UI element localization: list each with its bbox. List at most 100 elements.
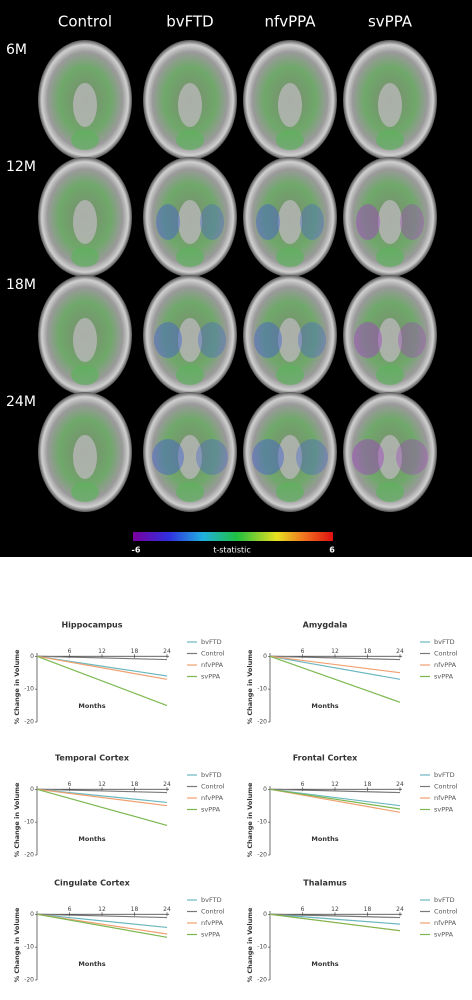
y-axis-label: % Change in Volume: [13, 649, 21, 724]
x-tick-label: 6: [301, 906, 305, 913]
y-axis-label: % Change in Volume: [246, 907, 254, 982]
series-line: [269, 655, 401, 703]
x-tick-label: 24: [163, 906, 171, 913]
series-line: [269, 913, 401, 925]
colorbar-min: -6: [132, 546, 141, 555]
y-axis-label: % Change in Volume: [246, 782, 254, 857]
legend-label: nfvPPA: [201, 661, 224, 669]
legend-label: Control: [201, 908, 225, 916]
legend-label: svPPA: [434, 931, 454, 939]
legend-label: nfvPPA: [434, 661, 457, 669]
series-line: [269, 788, 401, 794]
y-axis-label: % Change in Volume: [246, 649, 254, 724]
chart-title: Thalamus: [303, 879, 347, 888]
series-line: [36, 788, 168, 794]
ventricle: [178, 318, 202, 362]
row-label: 24M: [6, 394, 36, 410]
effect-right: [196, 439, 228, 475]
legend-label: bvFTD: [434, 896, 455, 904]
cerebellum: [71, 130, 99, 150]
cerebellum: [176, 130, 204, 150]
column-header: nfvPPA: [264, 13, 316, 31]
effect-left: [254, 322, 282, 358]
effect-left: [256, 204, 280, 240]
cerebellum: [276, 365, 304, 385]
legend-label: svPPA: [201, 806, 221, 814]
effect-left: [154, 322, 182, 358]
series-line: [36, 913, 168, 938]
x-tick-label: 18: [364, 648, 372, 655]
brain-grid: [38, 40, 437, 512]
row-label: 12M: [6, 159, 36, 175]
legend-label: nfvPPA: [434, 919, 457, 927]
series-line: [36, 913, 168, 929]
x-tick-label: 24: [396, 781, 404, 788]
y-tick-label: -20: [24, 852, 34, 859]
y-tick-label: -10: [24, 944, 34, 951]
chart-title: Hippocampus: [61, 621, 122, 630]
y-tick-label: -10: [257, 686, 267, 693]
y-axis-label: % Change in Volume: [13, 782, 21, 857]
x-tick-label: 18: [364, 781, 372, 788]
y-tick-label: 0: [30, 653, 34, 660]
chart-title: Amygdala: [303, 621, 348, 630]
ventricle: [278, 200, 302, 244]
x-axis-label: Months: [311, 702, 338, 710]
x-tick-label: 12: [98, 906, 106, 913]
cerebellum: [71, 247, 99, 267]
y-tick-label: -20: [257, 719, 267, 726]
x-tick-label: 18: [131, 648, 139, 655]
effect-left: [152, 439, 184, 475]
cerebellum: [176, 482, 204, 502]
y-tick-label: -10: [24, 819, 34, 826]
effect-left: [354, 322, 382, 358]
x-tick-label: 12: [98, 781, 106, 788]
legend-label: Control: [201, 783, 225, 791]
cerebellum: [376, 247, 404, 267]
legend-label: bvFTD: [201, 771, 222, 779]
legend-label: nfvPPA: [434, 794, 457, 802]
y-tick-label: -20: [24, 977, 34, 984]
y-tick-label: 0: [30, 786, 34, 793]
effect-right: [396, 439, 428, 475]
series-line: [269, 913, 401, 932]
series-line: [36, 655, 168, 661]
series-line: [36, 655, 168, 707]
y-tick-label: -10: [257, 944, 267, 951]
x-tick-label: 6: [301, 648, 305, 655]
ventricle: [378, 83, 402, 127]
column-header: bvFTD: [166, 13, 213, 31]
y-tick-label: 0: [30, 911, 34, 918]
x-axis-label: Months: [78, 835, 105, 843]
cerebellum: [376, 482, 404, 502]
ventricle: [73, 83, 97, 127]
y-tick-label: -10: [24, 686, 34, 693]
legend-label: svPPA: [434, 806, 454, 814]
x-tick-label: 6: [68, 781, 72, 788]
x-tick-label: 24: [163, 781, 171, 788]
ventricle: [278, 318, 302, 362]
y-axis-label: % Change in Volume: [13, 907, 21, 982]
effect-right: [200, 204, 224, 240]
series-line: [36, 655, 168, 680]
series-line: [36, 788, 168, 827]
legend-label: svPPA: [201, 673, 221, 681]
x-tick-label: 12: [331, 648, 339, 655]
ventricle: [73, 435, 97, 479]
ventricle: [73, 200, 97, 244]
colorbar-max: 6: [329, 546, 335, 555]
y-tick-label: 0: [263, 786, 267, 793]
legend-label: bvFTD: [434, 771, 455, 779]
effect-right: [398, 322, 426, 358]
chart-title: Frontal Cortex: [293, 754, 358, 763]
cerebellum: [376, 365, 404, 385]
ventricle: [178, 435, 202, 479]
legend-label: Control: [434, 650, 458, 658]
x-tick-label: 18: [131, 906, 139, 913]
ventricle: [178, 83, 202, 127]
row-label: 6M: [6, 42, 27, 58]
effect-left: [352, 439, 384, 475]
legend-label: svPPA: [434, 673, 454, 681]
colorbar-label: t-statistic: [213, 546, 251, 555]
